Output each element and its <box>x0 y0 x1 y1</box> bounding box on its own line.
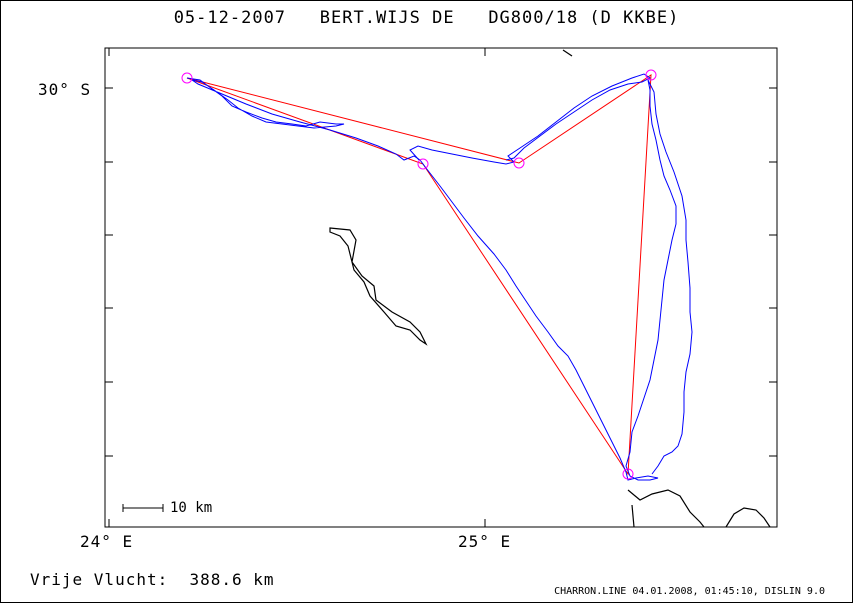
turnpoints <box>181 69 657 480</box>
distance-summary: Vrije Vlucht: 388.6 km <box>30 570 275 589</box>
lon-label-24: 24° E <box>80 532 134 551</box>
pilot-name: BERT.WIJS DE <box>319 8 455 28</box>
flight-track-north-leg <box>409 73 651 165</box>
lon-ticks <box>108 48 486 527</box>
turnpoint-5 <box>417 158 429 170</box>
flight-date: 05-12-2007 <box>173 8 287 28</box>
map-title: 05-12-2007 BERT.WIJS DE DG800/18 (D KKBE… <box>0 8 853 28</box>
scale-bar <box>122 504 164 512</box>
distance-label: Vrije Vlucht: <box>30 570 169 589</box>
turnpoint-2 <box>513 157 525 169</box>
lat-label: 30° S <box>38 80 92 99</box>
coastline-3 <box>725 507 771 528</box>
boundary-line <box>329 227 428 346</box>
task-route <box>186 74 652 476</box>
distance-value: 388.6 km <box>189 570 275 589</box>
turnpoint-3 <box>645 69 657 81</box>
map-plot-area <box>104 47 778 528</box>
coastline-2 <box>631 504 635 528</box>
turnpoint-4 <box>622 468 634 480</box>
glider-id: DG800/18 (D KKBE) <box>488 8 680 28</box>
lat-ticks <box>105 87 777 457</box>
scale-bar-label: 10 km <box>170 500 213 516</box>
coastline-1 <box>627 489 705 528</box>
flight-track <box>186 77 693 481</box>
lon-label-25: 25° E <box>458 532 512 551</box>
turnpoint-start <box>181 72 193 84</box>
footer-info: CHARRON.LINE 04.01.2008, 01:45:10, DISLI… <box>554 586 825 597</box>
coastline-4 <box>562 49 573 57</box>
